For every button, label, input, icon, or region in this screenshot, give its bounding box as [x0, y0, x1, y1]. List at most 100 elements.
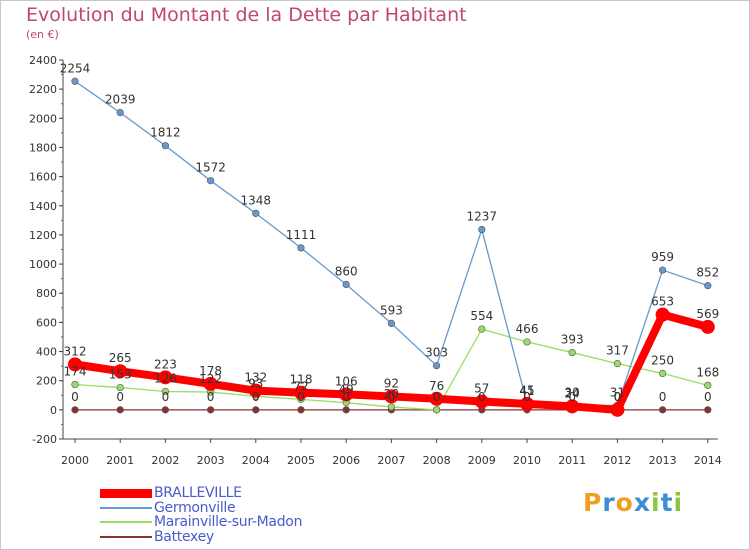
y-tick-label: 0 — [50, 404, 57, 417]
data-point-3 — [207, 406, 215, 414]
data-label-0: 76 — [429, 379, 444, 393]
data-point-1 — [297, 244, 305, 252]
data-label-0: 223 — [154, 357, 177, 371]
logo-letter: P — [583, 488, 603, 517]
data-point-1 — [704, 282, 712, 290]
y-tick-label: 800 — [36, 287, 57, 300]
data-point-1 — [658, 266, 667, 274]
data-point-1 — [342, 280, 350, 289]
legend-swatch — [100, 521, 152, 524]
legend-label: Germonville — [154, 499, 236, 516]
data-point-3 — [342, 406, 350, 414]
data-label-0: 0 — [614, 390, 622, 404]
y-tick-label: 1600 — [29, 171, 57, 184]
data-label-3: 0 — [568, 390, 576, 404]
data-label-2: 93 — [248, 376, 263, 390]
data-point-1 — [387, 319, 396, 328]
data-point-3 — [252, 406, 260, 414]
data-point-0 — [384, 389, 399, 404]
data-point-2 — [116, 383, 124, 392]
data-point-0 — [520, 396, 534, 411]
data-label-0: 118 — [290, 373, 313, 387]
x-tick-label: 2002 — [151, 454, 179, 467]
data-point-3 — [297, 406, 305, 414]
data-label-2: 168 — [696, 365, 719, 379]
data-point-2 — [658, 369, 667, 378]
y-tick-label: -200 — [32, 433, 57, 446]
data-label-1: 860 — [335, 264, 358, 278]
chart-unit: (en €) — [26, 28, 59, 41]
legend-swatch — [100, 488, 152, 498]
data-point-3 — [161, 406, 169, 414]
data-point-3 — [704, 406, 712, 414]
data-point-2 — [478, 325, 486, 333]
data-label-1: 2039 — [105, 93, 136, 107]
data-label-1: 303 — [425, 346, 448, 360]
data-label-3: 0 — [704, 390, 712, 404]
logo-letter: r — [602, 488, 616, 517]
data-point-0 — [248, 383, 263, 398]
data-label-1: 1111 — [286, 228, 317, 242]
legend-swatch — [100, 535, 152, 538]
x-tick-label: 2001 — [106, 454, 134, 467]
data-label-1: 31 — [610, 385, 625, 399]
y-tick-label: 1200 — [29, 229, 57, 242]
data-label-1: 959 — [651, 250, 674, 264]
data-point-2 — [387, 403, 396, 411]
data-point-0 — [700, 319, 715, 334]
y-tick-label: 400 — [36, 346, 57, 359]
data-point-0 — [68, 357, 82, 372]
data-label-2: 49 — [339, 383, 354, 397]
data-point-2 — [613, 360, 622, 368]
data-label-3: 0 — [252, 390, 260, 404]
data-label-1: 45 — [519, 383, 534, 397]
data-point-0 — [565, 399, 580, 414]
legend-item: Battexey — [100, 529, 302, 545]
chart-title: Evolution du Montant de la Dette par Hab… — [26, 4, 467, 26]
legend-item: Marainville-sur-Madon — [100, 514, 303, 531]
data-point-3 — [71, 406, 79, 414]
data-label-3: 0 — [116, 390, 124, 404]
data-point-0 — [203, 376, 218, 391]
data-label-1: 1812 — [150, 126, 181, 140]
data-label-3: 0 — [297, 390, 305, 404]
data-point-2 — [523, 338, 531, 346]
data-point-0 — [474, 394, 489, 409]
y-tick-label: 2400 — [29, 54, 57, 67]
data-point-0 — [610, 402, 625, 417]
data-point-1 — [71, 77, 79, 85]
x-tick-label: 2003 — [197, 454, 225, 467]
data-label-2: 153 — [109, 368, 132, 382]
data-point-1 — [161, 142, 169, 150]
data-point-2 — [71, 380, 79, 389]
data-label-3: 0 — [523, 390, 531, 404]
data-label-0: 265 — [109, 351, 132, 365]
data-point-1 — [116, 109, 124, 117]
data-point-0 — [429, 391, 444, 406]
y-tick-label: 2000 — [29, 112, 57, 125]
logo-letter: x — [633, 488, 651, 517]
data-label-0: 106 — [335, 374, 358, 388]
data-point-2 — [433, 406, 441, 414]
data-label-2: 72 — [293, 379, 308, 393]
data-label-0: 132 — [244, 371, 267, 385]
legend-swatch — [100, 506, 152, 509]
legend-label: Marainville-sur-Madon — [154, 514, 303, 531]
data-point-3 — [116, 406, 124, 414]
x-tick-label: 2013 — [649, 454, 677, 467]
data-label-2: 0 — [433, 390, 441, 404]
data-label-2: 466 — [516, 322, 539, 336]
y-tick-label: 2200 — [29, 83, 57, 96]
data-label-0: 312 — [64, 344, 87, 358]
x-tick-label: 2014 — [694, 454, 722, 467]
data-point-2 — [704, 381, 712, 389]
data-label-3: 0 — [478, 390, 486, 404]
data-label-0: 57 — [474, 382, 489, 396]
x-tick-label: 2000 — [61, 454, 89, 467]
data-label-3: 0 — [342, 390, 350, 404]
x-tick-label: 2004 — [242, 454, 270, 467]
x-tick-label: 2009 — [468, 454, 496, 467]
legend-item: Germonville — [100, 499, 302, 516]
data-label-0: 653 — [651, 295, 674, 309]
